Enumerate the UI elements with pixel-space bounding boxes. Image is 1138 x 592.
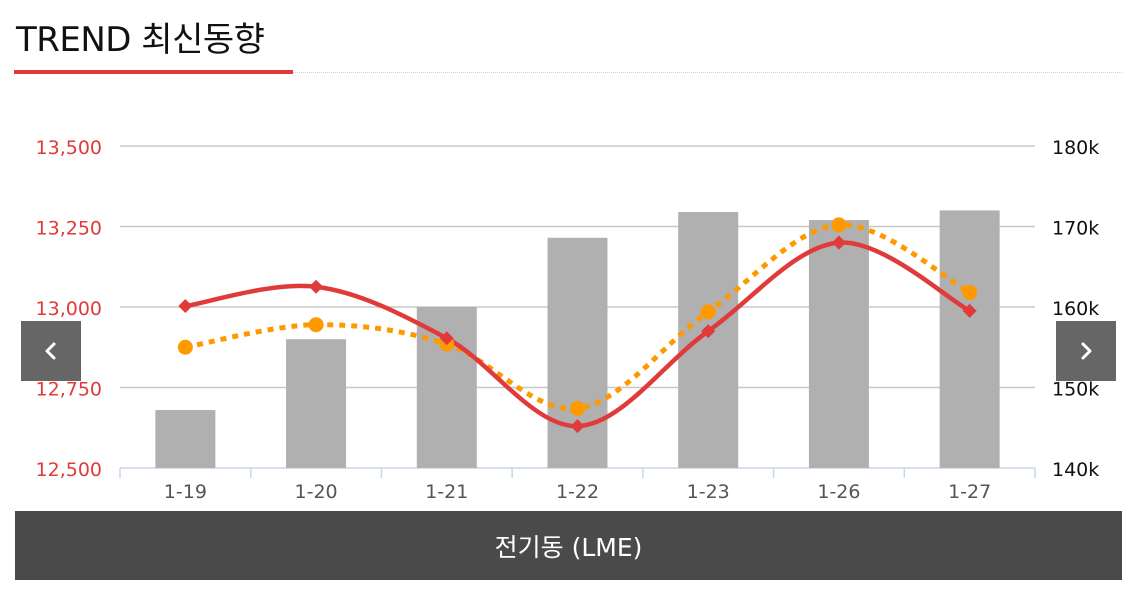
series-point-circle <box>308 317 324 333</box>
title-divider <box>293 72 1122 73</box>
page-title: TREND 최신동향 <box>16 20 265 60</box>
right-axis-tick-label: 150k <box>1052 379 1099 401</box>
left-axis-tick-label: 13,500 <box>36 137 102 159</box>
left-axis-tick-label: 12,750 <box>36 379 102 401</box>
series-point-circle <box>962 285 978 301</box>
x-axis-tick-label: 1-22 <box>556 481 599 503</box>
title-underline <box>14 70 293 74</box>
x-axis-tick-label: 1-20 <box>295 481 338 503</box>
bar <box>678 212 739 468</box>
x-axis-tick-label: 1-19 <box>164 481 207 503</box>
right-axis-tick-label: 140k <box>1052 459 1099 481</box>
bar <box>808 220 869 468</box>
x-axis-tick-label: 1-23 <box>687 481 730 503</box>
series-point-circle <box>177 339 193 355</box>
bar <box>547 237 608 468</box>
series-point-diamond <box>570 419 585 434</box>
bar <box>286 339 347 468</box>
right-axis-tick-label: 160k <box>1052 298 1099 320</box>
prev-button[interactable] <box>21 321 81 381</box>
series-point-diamond <box>439 331 454 346</box>
right-axis-tick-label: 180k <box>1052 137 1099 159</box>
commodity-selector[interactable]: 전기동 (LME) <box>15 511 1122 580</box>
series-point-circle <box>831 217 847 233</box>
chevron-right-icon <box>1081 342 1092 360</box>
bar <box>155 410 216 468</box>
series-point-diamond <box>309 279 324 294</box>
chevron-left-icon <box>45 342 56 360</box>
series-point-diamond <box>178 299 193 314</box>
x-axis-tick-label: 1-26 <box>817 481 860 503</box>
left-axis-tick-label: 12,500 <box>36 459 102 481</box>
series-point-diamond <box>962 303 977 318</box>
bar <box>416 307 477 468</box>
right-axis-tick-label: 170k <box>1052 218 1099 240</box>
next-button[interactable] <box>1056 321 1116 381</box>
series-point-diamond <box>701 324 716 339</box>
bar <box>939 210 1000 468</box>
series-point-circle <box>570 400 585 416</box>
series-point-circle <box>700 304 716 320</box>
x-axis-tick-label: 1-27 <box>948 481 991 503</box>
trend-chart: 12,500 12,750 13,000 13,250 13,500 140k 150k 16… <box>36 137 1100 503</box>
left-axis-tick-label: 13,250 <box>36 218 102 240</box>
series-point-diamond <box>831 235 846 250</box>
commodity-label: 전기동 (LME) <box>494 532 643 562</box>
left-axis-tick-label: 13,000 <box>36 298 102 320</box>
x-axis-tick-label: 1-21 <box>425 481 468 503</box>
